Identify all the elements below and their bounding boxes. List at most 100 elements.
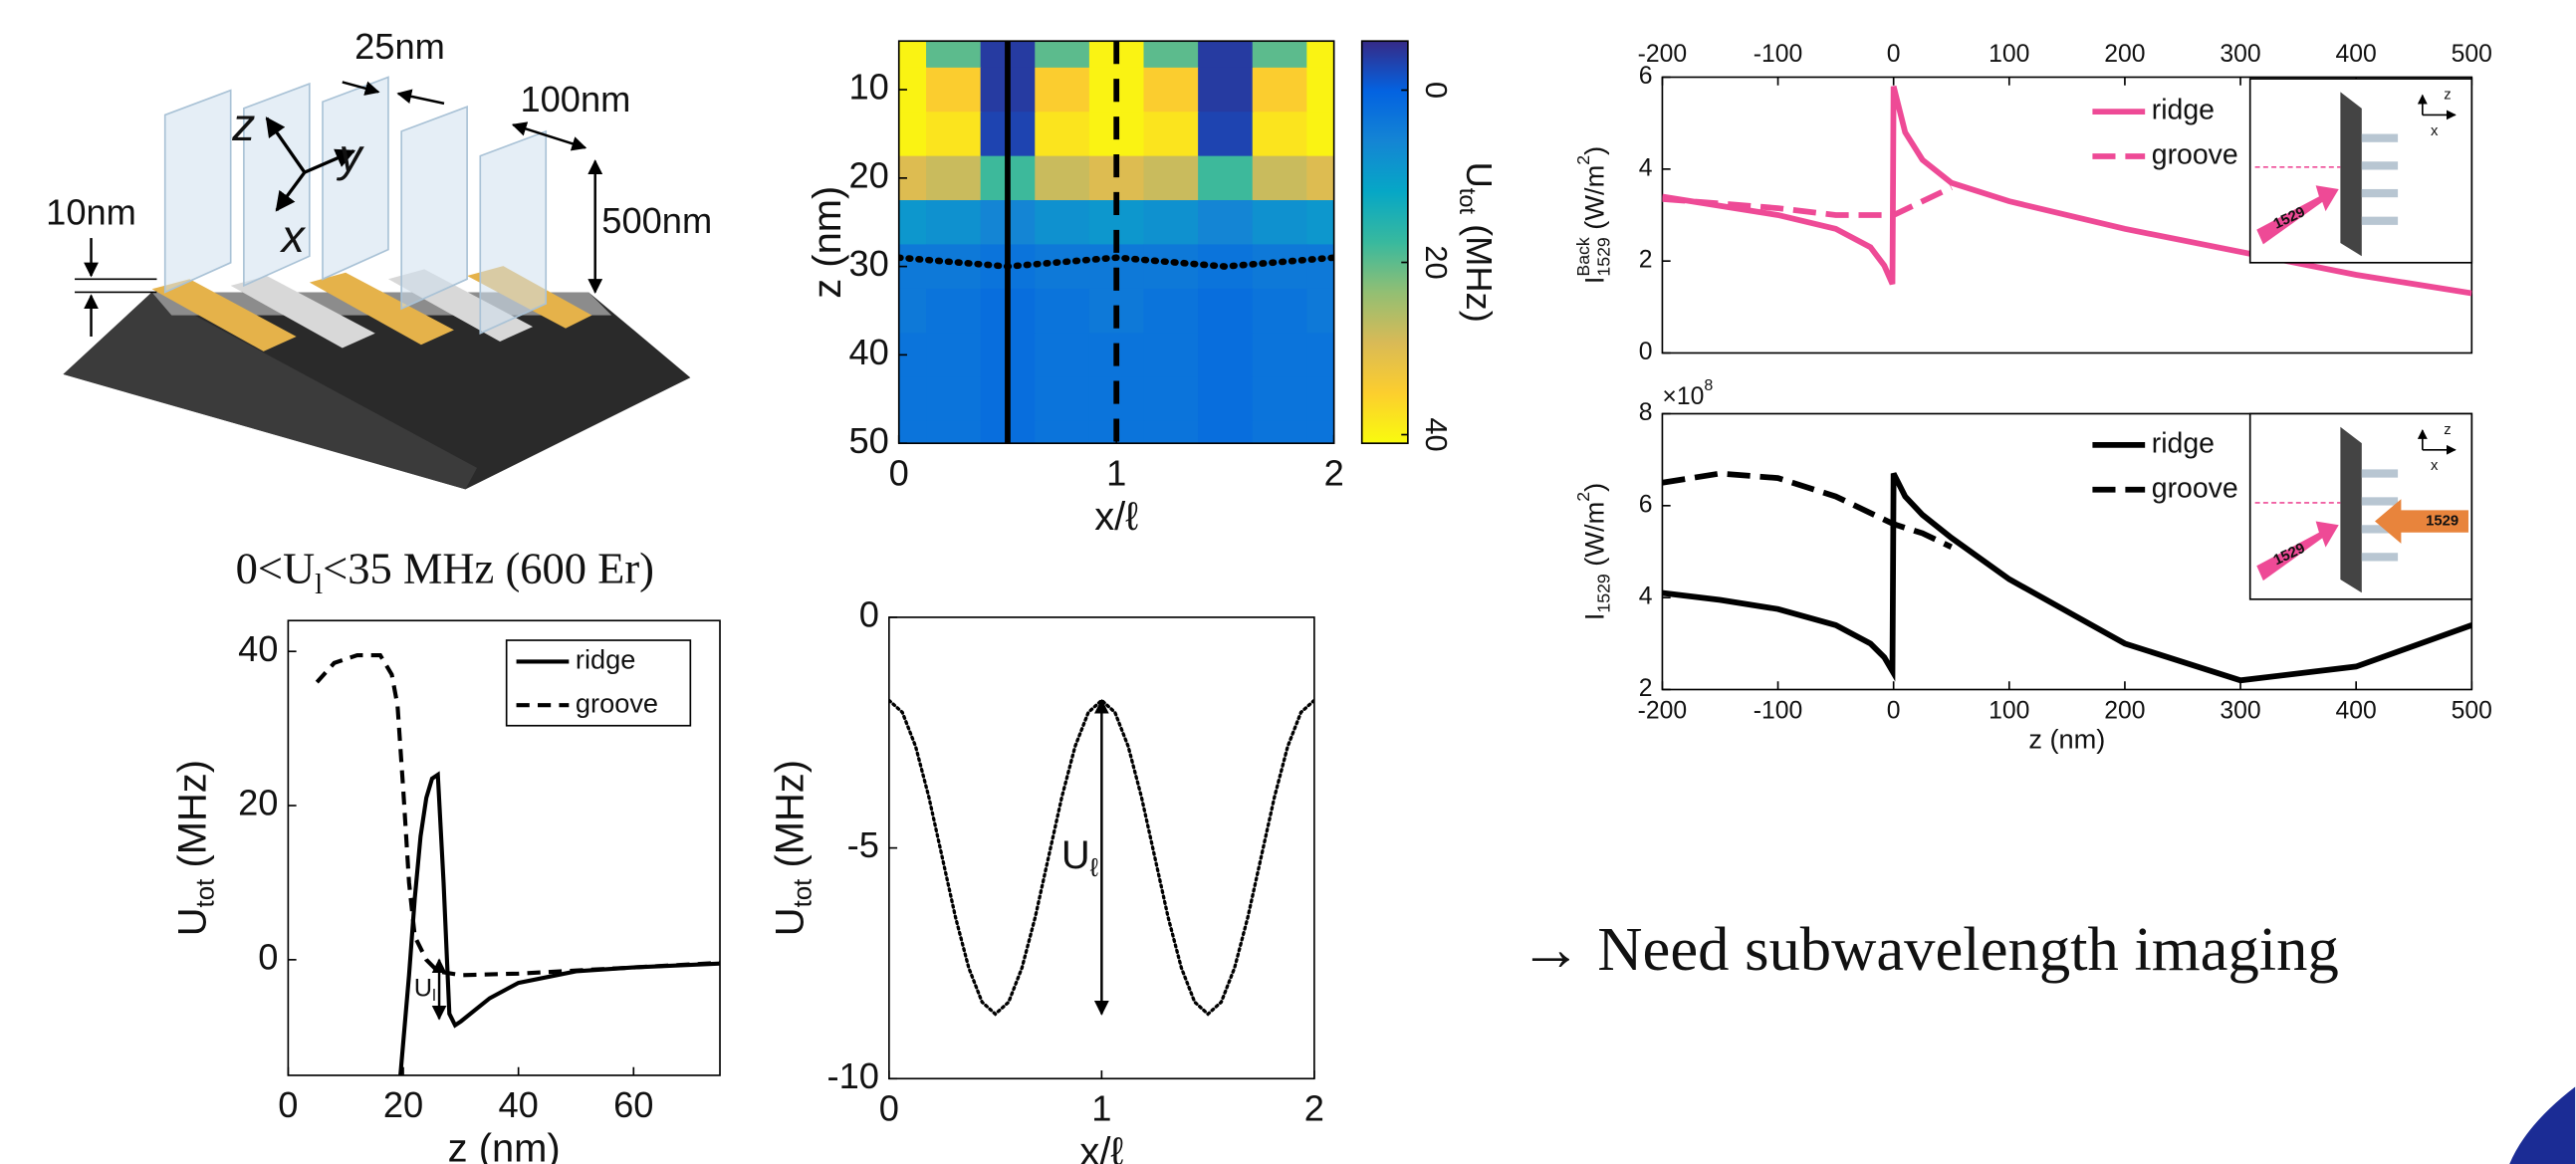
y-tick-label: -5 xyxy=(847,824,879,865)
x-tick-label: 500 xyxy=(2452,697,2492,724)
heatmap-cell xyxy=(898,112,928,157)
series-line xyxy=(888,698,1314,1017)
label-part: 2 xyxy=(1573,492,1593,502)
x-tick-label: 40 xyxy=(498,1084,538,1125)
heatmap-cell xyxy=(1035,67,1090,114)
heatmap-cell xyxy=(898,41,928,69)
heatmap-cell xyxy=(926,333,982,378)
x-tick-label: -100 xyxy=(1754,41,1802,68)
colorbar-tick-label: 20 xyxy=(1419,245,1454,279)
legend-label: ridge xyxy=(2152,95,2215,126)
heatmap-cell xyxy=(1306,244,1334,290)
heatmap-cell xyxy=(1198,155,1254,202)
heatmap-cell xyxy=(1252,333,1308,378)
series-line xyxy=(1662,86,2472,297)
series-line xyxy=(1662,472,2472,684)
y-tick-label: -10 xyxy=(827,1055,879,1096)
label-part: <35 MHz (600 Er) xyxy=(323,544,654,593)
axis-multiplier: ×108 xyxy=(1662,376,1713,409)
dim-label: 25nm xyxy=(354,26,445,67)
heatmap-cell xyxy=(926,200,982,246)
heatmap-cell xyxy=(1035,420,1090,444)
label-part: 0<U xyxy=(236,544,315,593)
label-part: (MHz) xyxy=(170,760,214,879)
x-tick-label: 100 xyxy=(1989,41,2029,68)
colorbar xyxy=(1360,40,1409,445)
x-tick-label: 2 xyxy=(1304,1087,1324,1128)
x-tick-label: 400 xyxy=(2336,697,2377,724)
dim-arrow xyxy=(511,121,587,151)
device-diagram: 25nm 100nm 10nm 500nm z y x xyxy=(46,26,712,490)
ridges xyxy=(163,76,548,335)
y-tick-label: 2 xyxy=(1639,675,1653,702)
heatmap-cell xyxy=(1143,288,1200,335)
x-tick-label: -200 xyxy=(1638,41,1687,68)
y-tick-label: 0 xyxy=(258,936,278,977)
heatmap-cell xyxy=(1198,288,1254,335)
annotation: Ul xyxy=(414,974,436,1005)
inset-bar xyxy=(2361,188,2399,198)
y-axis-label: Utot (MHz) xyxy=(768,760,817,936)
label-part: 1529 xyxy=(1593,574,1613,612)
heatmap-cell xyxy=(1143,420,1200,444)
label-part: U xyxy=(414,974,432,1002)
label-part: U xyxy=(768,907,812,936)
legend-label: ridge xyxy=(2152,427,2215,459)
heatmap-cell xyxy=(926,67,982,114)
inset-bar xyxy=(2361,469,2399,478)
heatmap-cell xyxy=(1252,200,1308,246)
series-line xyxy=(398,771,721,1075)
y-tick-label: 6 xyxy=(1639,63,1653,90)
heatmap-cell xyxy=(1306,155,1334,202)
x-tick-label: 0 xyxy=(889,452,909,493)
heatmap-cell xyxy=(926,420,982,444)
inset-arrow xyxy=(2375,499,2468,544)
label-part: 1529 xyxy=(1593,237,1613,276)
axis-arrow xyxy=(265,116,307,174)
heatmap-cell xyxy=(1306,67,1334,114)
heatmap-cell xyxy=(1198,67,1254,114)
dim-arrow xyxy=(396,89,445,106)
inset-arrow xyxy=(2256,185,2339,245)
heatmap-cell xyxy=(1306,288,1334,335)
heatmap-cell xyxy=(1252,244,1308,290)
x-tick-label: 500 xyxy=(2452,41,2492,68)
heatmap-cell xyxy=(1252,155,1308,202)
heatmap-cell xyxy=(898,376,928,422)
y-tick-label: 0 xyxy=(859,594,879,635)
inset-bar xyxy=(2361,161,2399,170)
axis-arrow xyxy=(275,171,307,212)
heatmap-cell xyxy=(1035,244,1090,290)
heatmap-cell xyxy=(1035,288,1090,335)
heatmap-cell xyxy=(926,288,982,335)
inset-bar xyxy=(2361,525,2399,534)
series-line xyxy=(1662,470,1953,550)
heatmap-cell xyxy=(1035,333,1090,378)
y-axis-label: I1529 (W/m2) xyxy=(1573,483,1613,620)
note: → Need subwavelength imaging xyxy=(1520,914,2339,984)
heatmap-cell xyxy=(898,200,928,246)
inset-label: z xyxy=(2444,88,2451,104)
heatmap-cell xyxy=(1198,333,1254,378)
x-tick-label: 200 xyxy=(2104,697,2145,724)
label-part: l xyxy=(432,988,436,1006)
heatmap-cell xyxy=(1035,112,1090,157)
inset-slab xyxy=(2340,426,2362,593)
heatmap-cell xyxy=(1306,112,1334,157)
x-tick-label: 1 xyxy=(1106,452,1126,493)
axis-label: z xyxy=(231,99,255,150)
label-part: U xyxy=(1061,832,1090,876)
x-axis-label: x/ℓ xyxy=(1079,1130,1123,1164)
x-tick-label: 0 xyxy=(1887,41,1901,68)
heatmap-cell xyxy=(1143,155,1200,202)
series-line xyxy=(1662,184,1953,218)
label-part: ℓ xyxy=(1090,854,1099,882)
label-part: (MHz) xyxy=(768,760,812,879)
y-axis-label: z (nm) xyxy=(806,186,849,299)
heatmap-cell xyxy=(1252,41,1308,69)
annotation: Uℓ xyxy=(1061,832,1099,881)
legend-label: groove xyxy=(2152,139,2238,171)
x-tick-label: 0 xyxy=(278,1084,298,1125)
heatmap-cell xyxy=(1035,155,1090,202)
inset-bar xyxy=(2361,553,2399,562)
